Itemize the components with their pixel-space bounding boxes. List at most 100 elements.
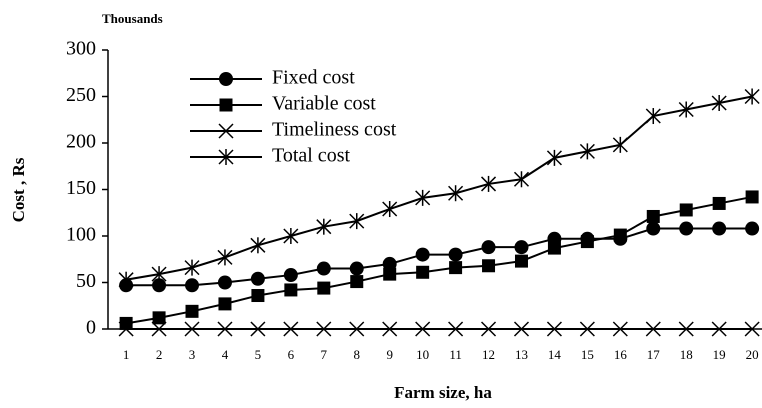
marker (382, 256, 397, 271)
marker (316, 218, 332, 235)
x-axis-label: Farm size, ha (394, 383, 492, 402)
marker (712, 196, 726, 210)
marker (613, 228, 627, 242)
marker (481, 240, 496, 255)
marker (317, 281, 331, 295)
marker (448, 321, 464, 337)
marker (482, 259, 496, 273)
marker (217, 275, 232, 290)
marker-stroke (151, 321, 167, 337)
marker (514, 254, 528, 268)
marker (579, 143, 595, 160)
marker-stroke (678, 321, 694, 337)
marker (382, 321, 398, 337)
x-tick-label: 15 (581, 347, 594, 362)
y-tick-label: 300 (66, 38, 96, 60)
marker (448, 247, 463, 262)
marker-stroke (184, 321, 200, 337)
marker (513, 171, 530, 188)
marker (250, 237, 266, 254)
marker (152, 278, 167, 293)
marker-stroke (513, 321, 530, 337)
x-tick-label: 8 (354, 347, 361, 362)
marker (218, 123, 234, 139)
marker (284, 283, 298, 297)
marker (218, 297, 232, 311)
x-tick-label: 6 (288, 347, 295, 362)
x-tick-label: 12 (482, 347, 495, 362)
legend-entry: Timeliness cost (190, 119, 397, 141)
legend-label: Total cost (272, 145, 350, 167)
marker (184, 321, 200, 337)
marker (219, 72, 233, 86)
legend-label: Fixed cost (272, 67, 355, 89)
marker (513, 321, 530, 337)
marker (678, 321, 694, 337)
marker (546, 149, 562, 166)
marker (645, 108, 661, 125)
marker-stroke (579, 321, 595, 337)
x-tick-label: 17 (647, 347, 661, 362)
marker (678, 101, 694, 118)
marker (316, 261, 331, 276)
x-tick-label: 20 (746, 347, 759, 362)
marker (711, 95, 727, 112)
marker-stroke (118, 321, 134, 337)
marker-stroke (349, 321, 365, 337)
marker (382, 201, 398, 218)
marker (283, 268, 298, 283)
marker (612, 136, 628, 153)
marker (184, 259, 200, 276)
x-tick-label: 13 (515, 347, 528, 362)
y-axis-label: Cost , Rs (9, 157, 28, 222)
marker (712, 221, 727, 236)
y-tick-label: 100 (66, 224, 96, 246)
marker-stroke (218, 123, 234, 139)
marker-stroke (711, 321, 727, 337)
marker (217, 321, 233, 337)
marker (711, 321, 727, 337)
marker-stroke (612, 321, 628, 337)
marker (350, 275, 364, 289)
marker (448, 185, 464, 202)
marker (645, 321, 661, 337)
marker (152, 311, 166, 325)
marker-stroke (382, 321, 398, 337)
marker (118, 321, 134, 337)
x-tick-label: 4 (222, 347, 229, 362)
marker-stroke (217, 321, 233, 337)
x-tick-label: 10 (416, 347, 429, 362)
legend-entry: Variable cost (190, 93, 376, 115)
marker (744, 321, 760, 337)
marker (415, 189, 431, 206)
marker (481, 321, 497, 337)
x-tick-label: 3 (189, 347, 196, 362)
marker (185, 278, 200, 293)
marker (745, 190, 759, 204)
legend-label: Variable cost (272, 93, 376, 115)
marker (646, 221, 661, 236)
marker (679, 221, 694, 236)
marker (151, 266, 167, 283)
y-tick-label: 150 (66, 177, 96, 199)
marker (316, 321, 332, 337)
x-tick-label: 16 (614, 347, 628, 362)
marker (118, 271, 134, 288)
marker (250, 321, 266, 337)
marker (546, 321, 562, 337)
x-tick-label: 5 (255, 347, 262, 362)
x-tick-label: 19 (713, 347, 726, 362)
y-tick-label: 50 (76, 270, 96, 292)
marker (349, 261, 364, 276)
marker (416, 265, 430, 279)
marker (415, 247, 430, 262)
x-tick-label: 14 (548, 347, 562, 362)
marker (415, 321, 431, 337)
marker (283, 228, 299, 244)
marker (745, 221, 760, 236)
marker (218, 149, 234, 165)
legend-label: Timeliness cost (272, 119, 397, 141)
marker-stroke (481, 321, 497, 337)
marker (481, 175, 497, 192)
